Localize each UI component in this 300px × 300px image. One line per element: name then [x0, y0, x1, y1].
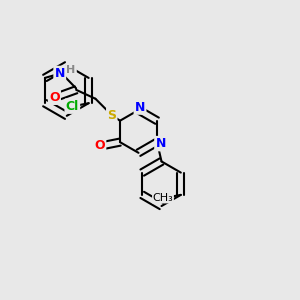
Text: CH₃: CH₃	[153, 193, 173, 203]
Text: N: N	[135, 100, 145, 114]
Text: N: N	[55, 67, 65, 80]
Text: O: O	[94, 139, 105, 152]
Text: S: S	[107, 109, 116, 122]
Text: Cl: Cl	[66, 100, 79, 113]
Text: H: H	[66, 65, 76, 75]
Text: O: O	[49, 91, 60, 104]
Text: N: N	[155, 137, 166, 150]
